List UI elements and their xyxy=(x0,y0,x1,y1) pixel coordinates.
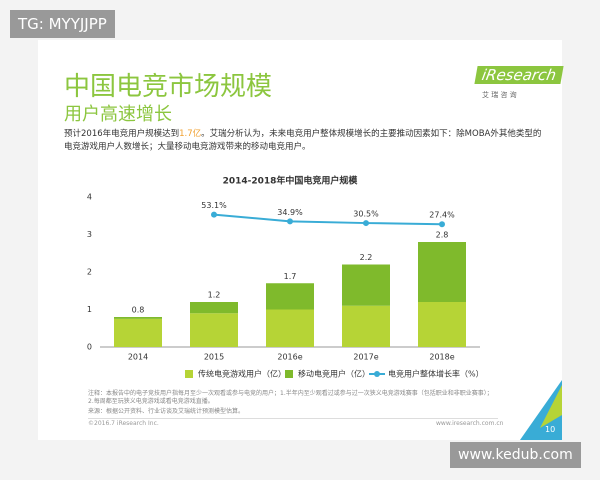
bar-segment xyxy=(190,302,238,314)
line-point xyxy=(439,221,445,228)
legend-label: 传统电竞游戏用户（亿） xyxy=(198,369,286,379)
bar-segment xyxy=(190,313,238,347)
bar-segment xyxy=(114,317,162,319)
paragraph-text: 预计2016年电竞用户规模达到 xyxy=(64,129,180,139)
bar-segment xyxy=(114,318,162,347)
source: 来源：根据公开资料、行业访谈及艾瑞统计预测模型估算。 xyxy=(88,408,245,415)
paragraph-text: 。艾瑞分析认为，未来电竞用户整体规模增长的主要推动因素如下：除MOBA外其他类型… xyxy=(64,129,542,152)
highlight: 1.7亿 xyxy=(179,129,202,139)
slide-title: 中国电竞市场规模 xyxy=(64,72,273,102)
total-label: 0.8 xyxy=(132,306,145,315)
value-label: 53.1% xyxy=(201,201,227,210)
value-label: 30.5% xyxy=(353,210,379,219)
total-label: 2.8 xyxy=(436,231,449,240)
total-label: 2.2 xyxy=(360,253,373,262)
total-label: 1.7 xyxy=(284,272,297,281)
bar-segment xyxy=(418,302,466,347)
value-label: 34.9% xyxy=(277,208,303,217)
bar-segment xyxy=(266,309,314,347)
bar-segment xyxy=(342,264,390,306)
bar-segment xyxy=(418,242,466,302)
line-point xyxy=(363,220,369,227)
value-label: 27.4% xyxy=(429,211,455,220)
chart-title: 2014-2018年中国电竞用户规模 xyxy=(223,175,359,187)
slide-subtitle: 用户高速增长 xyxy=(64,104,172,125)
slide xyxy=(38,40,562,440)
notes: 注释：本报告中的电子竞技用户指每月至少一次观看或参与电竞的用户；1.半年内至少观… xyxy=(88,390,493,405)
y-tick-label: 4 xyxy=(87,193,92,202)
bar-segment xyxy=(266,283,314,310)
x-tick-label: 2018e xyxy=(429,353,454,362)
y-tick-label: 0 xyxy=(87,343,92,352)
paragraph: 预计2016年电竞用户规模达到1.7亿。艾瑞分析认为，未来电竞用户整体规模增长的… xyxy=(64,128,544,154)
x-tick-label: 2016e xyxy=(277,353,302,362)
divider xyxy=(88,418,498,419)
x-tick-label: 2017e xyxy=(353,353,378,362)
x-tick-label: 2014 xyxy=(128,353,148,362)
legend-swatch xyxy=(285,370,293,378)
line-point xyxy=(287,218,293,225)
bar-segment xyxy=(342,305,390,347)
line xyxy=(213,213,443,226)
y-tick-label: 3 xyxy=(87,230,92,239)
corner-decor xyxy=(520,380,562,440)
watermark: TG: MYYJJPP xyxy=(10,10,115,38)
logo-sub: 艾 瑞 咨 询 xyxy=(482,91,517,99)
website: www.iresearch.com.cn xyxy=(436,420,504,427)
legend-swatch xyxy=(374,371,380,377)
y-tick-label: 1 xyxy=(87,305,92,314)
line-point xyxy=(211,211,217,218)
x-tick-label: 2015 xyxy=(204,353,224,362)
page-number: 10 xyxy=(545,425,556,434)
legend-label: 移动电竞用户（亿） xyxy=(298,369,370,379)
y-tick-label: 2 xyxy=(87,268,92,277)
total-label: 1.2 xyxy=(208,291,221,300)
copyright: ©2016.7 iResearch Inc. xyxy=(88,420,159,427)
legend-label: 电竞用户整体增长率（%） xyxy=(388,369,484,379)
watermark: www.kedub.com xyxy=(450,442,581,468)
legend-swatch xyxy=(185,370,193,378)
